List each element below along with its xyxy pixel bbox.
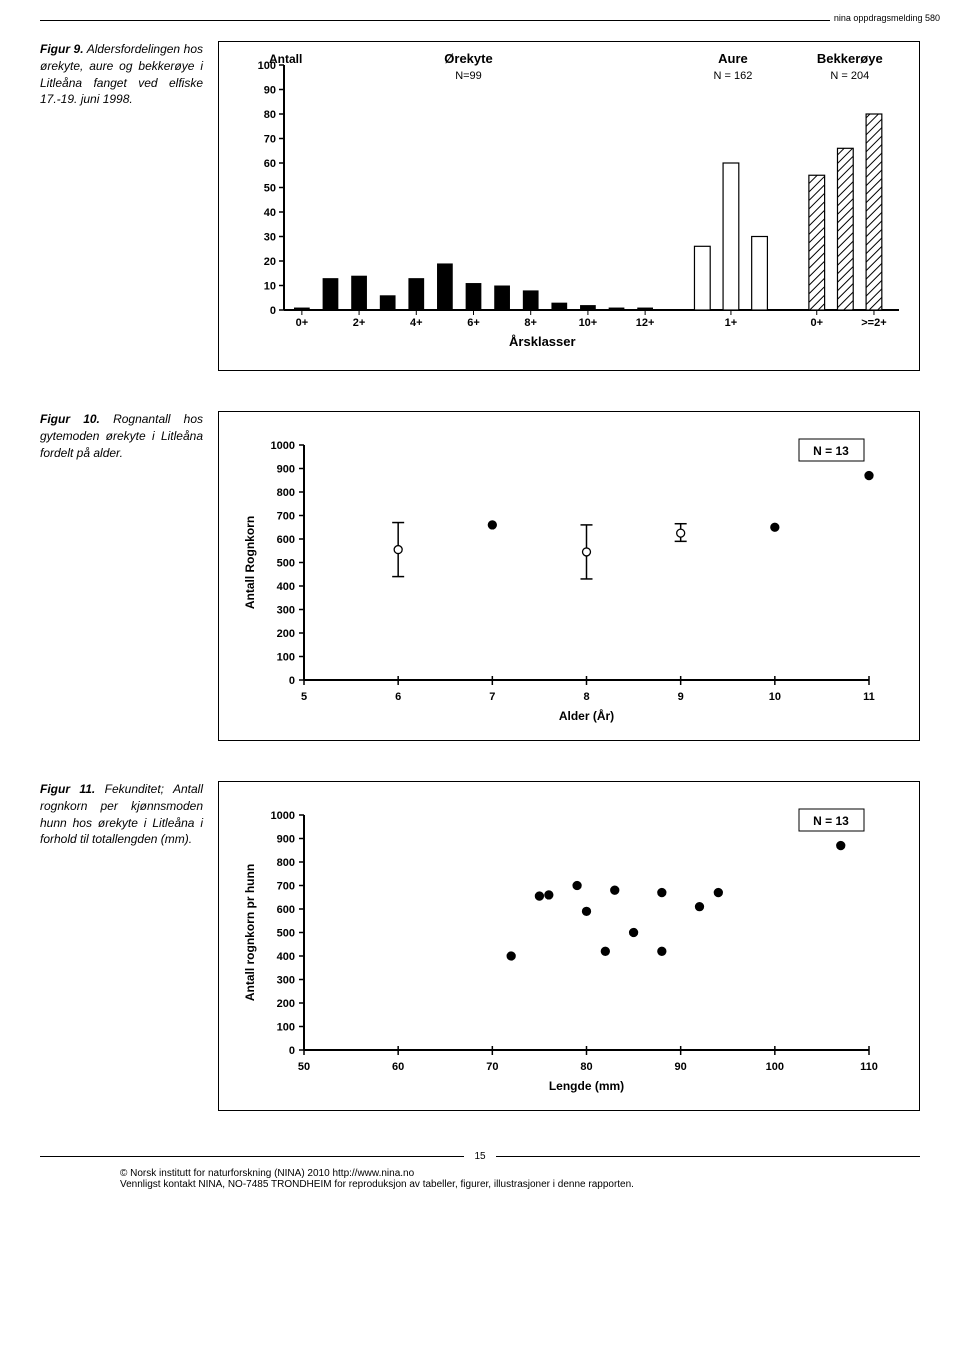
svg-text:1000: 1000 [271, 810, 295, 822]
svg-text:N=99: N=99 [455, 70, 482, 82]
figure-10-svg: 0 100 200 300 400 500 600 700 800 900 1000 5 6 7 8 9 10 1… [229, 420, 909, 730]
svg-text:80: 80 [580, 1061, 592, 1073]
svg-text:90: 90 [264, 85, 276, 97]
svg-text:0: 0 [289, 675, 295, 687]
svg-text:200: 200 [277, 998, 295, 1010]
figure-9-row: Figur 9. Aldersfordelingen hos ørekyte, … [40, 41, 920, 371]
svg-text:8+: 8+ [524, 317, 537, 329]
svg-text:Bekkerøye: Bekkerøye [817, 51, 883, 66]
page-number: 15 [474, 1151, 485, 1162]
svg-text:Aure: Aure [718, 51, 748, 66]
figure-11-row: Figur 11. Fekunditet; Antall rognkorn pe… [40, 781, 920, 1111]
svg-text:40: 40 [264, 207, 276, 219]
svg-text:600: 600 [277, 904, 295, 916]
figure-9-chart: 0102030405060708090100Antall0+2+4+6+8+10… [218, 41, 920, 371]
svg-text:>=2+: >=2+ [861, 317, 886, 329]
svg-text:Ørekyte: Ørekyte [444, 51, 492, 66]
figure-11-caption: Figur 11. Fekunditet; Antall rognkorn pe… [40, 781, 203, 848]
svg-text:12+: 12+ [636, 317, 655, 329]
svg-text:4+: 4+ [410, 317, 423, 329]
svg-text:Antall rognkorn pr hunn: Antall rognkorn pr hunn [243, 864, 257, 1001]
figure-11-svg: 0 100 200 300 400 500 600 700 800 900 1000 50 60 70 80… [229, 790, 909, 1100]
svg-text:900: 900 [277, 834, 295, 846]
figure-10-row: Figur 10. Rognantall hos gytemoden øreky… [40, 411, 920, 741]
svg-text:600: 600 [277, 534, 295, 546]
svg-text:100: 100 [766, 1061, 784, 1073]
header-rule: nina oppdragsmelding 580 [40, 20, 920, 21]
svg-text:900: 900 [277, 464, 295, 476]
svg-text:400: 400 [277, 581, 295, 593]
figure-11-chart: 0 100 200 300 400 500 600 700 800 900 1000 50 60 70 80… [218, 781, 920, 1111]
svg-text:8: 8 [583, 691, 589, 703]
svg-text:0+: 0+ [296, 317, 309, 329]
figure-9-caption: Figur 9. Aldersfordelingen hos ørekyte, … [40, 41, 203, 108]
figure-9-caption-bold: Figur 9. [40, 42, 84, 56]
figure-10-caption: Figur 10. Rognantall hos gytemoden øreky… [40, 411, 203, 461]
svg-text:10: 10 [264, 281, 276, 293]
svg-text:6+: 6+ [467, 317, 480, 329]
svg-text:70: 70 [486, 1061, 498, 1073]
svg-text:11: 11 [863, 691, 875, 703]
svg-text:N = 13: N = 13 [813, 814, 849, 828]
figure-9-svg: 0102030405060708090100Antall0+2+4+6+8+10… [229, 50, 909, 360]
svg-text:100: 100 [277, 652, 295, 664]
svg-text:0: 0 [270, 305, 276, 317]
footer-rule-left [40, 1156, 464, 1157]
figure-10-chart: 0 100 200 300 400 500 600 700 800 900 1000 5 6 7 8 9 10 1… [218, 411, 920, 741]
svg-text:N = 204: N = 204 [830, 70, 869, 82]
footer-contact: Vennligst kontakt NINA, NO-7485 TRONDHEI… [120, 1179, 920, 1190]
svg-text:300: 300 [277, 975, 295, 987]
svg-text:Antall Rognkorn: Antall Rognkorn [243, 516, 257, 609]
svg-text:1+: 1+ [725, 317, 738, 329]
svg-text:200: 200 [277, 628, 295, 640]
svg-text:Lengde (mm): Lengde (mm) [549, 1079, 624, 1093]
svg-text:9: 9 [678, 691, 684, 703]
svg-text:700: 700 [277, 511, 295, 523]
svg-text:1000: 1000 [271, 440, 295, 452]
svg-text:5: 5 [301, 691, 307, 703]
svg-text:400: 400 [277, 951, 295, 963]
svg-text:90: 90 [675, 1061, 687, 1073]
header-label: nina oppdragsmelding 580 [830, 13, 940, 23]
page-footer: 15 © Norsk institutt for naturforskning … [40, 1151, 920, 1190]
svg-text:30: 30 [264, 232, 276, 244]
svg-text:N = 162: N = 162 [714, 70, 753, 82]
svg-text:60: 60 [392, 1061, 404, 1073]
svg-text:700: 700 [277, 881, 295, 893]
svg-text:10: 10 [769, 691, 781, 703]
svg-text:10+: 10+ [579, 317, 598, 329]
svg-text:70: 70 [264, 134, 276, 146]
svg-text:500: 500 [277, 928, 295, 940]
figure-10-caption-bold: Figur 10. [40, 412, 100, 426]
svg-text:0+: 0+ [810, 317, 823, 329]
svg-text:50: 50 [264, 183, 276, 195]
footer-copyright: © Norsk institutt for naturforskning (NI… [120, 1168, 920, 1179]
svg-text:Antall: Antall [269, 52, 302, 66]
svg-text:60: 60 [264, 158, 276, 170]
svg-text:Årsklasser: Årsklasser [509, 334, 576, 349]
svg-text:0: 0 [289, 1045, 295, 1057]
svg-text:7: 7 [489, 691, 495, 703]
svg-text:300: 300 [277, 605, 295, 617]
footer-rule-right [496, 1156, 920, 1157]
figure-11-caption-bold: Figur 11. [40, 782, 95, 796]
svg-text:20: 20 [264, 256, 276, 268]
svg-text:2+: 2+ [353, 317, 366, 329]
svg-text:800: 800 [277, 487, 295, 499]
svg-text:800: 800 [277, 857, 295, 869]
svg-text:50: 50 [298, 1061, 310, 1073]
svg-text:100: 100 [277, 1022, 295, 1034]
svg-text:Alder (År): Alder (År) [559, 708, 614, 723]
svg-text:6: 6 [395, 691, 401, 703]
svg-text:N = 13: N = 13 [813, 444, 849, 458]
svg-text:500: 500 [277, 558, 295, 570]
svg-text:80: 80 [264, 109, 276, 121]
svg-text:110: 110 [860, 1061, 878, 1073]
